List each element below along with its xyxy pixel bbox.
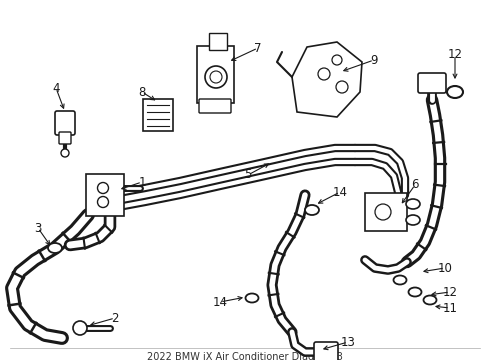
FancyBboxPatch shape: [209, 33, 227, 50]
Ellipse shape: [423, 296, 437, 305]
Circle shape: [73, 321, 87, 335]
Text: 2022 BMW iX Air Conditioner Diagram 3: 2022 BMW iX Air Conditioner Diagram 3: [147, 352, 343, 360]
Text: 10: 10: [438, 261, 452, 274]
Text: 13: 13: [341, 336, 355, 348]
Circle shape: [61, 149, 69, 157]
Text: 8: 8: [138, 85, 146, 99]
FancyBboxPatch shape: [199, 99, 231, 113]
Ellipse shape: [305, 205, 319, 215]
Ellipse shape: [406, 199, 420, 209]
Text: 1: 1: [138, 175, 146, 189]
Text: 7: 7: [254, 41, 262, 54]
Ellipse shape: [406, 215, 420, 225]
Ellipse shape: [447, 86, 463, 98]
FancyBboxPatch shape: [55, 111, 75, 135]
FancyBboxPatch shape: [197, 46, 234, 103]
FancyBboxPatch shape: [418, 73, 446, 93]
Ellipse shape: [48, 243, 62, 253]
Text: 14: 14: [213, 296, 227, 309]
Text: 4: 4: [52, 81, 60, 94]
Text: 11: 11: [442, 302, 458, 315]
Text: 12: 12: [447, 49, 463, 62]
FancyBboxPatch shape: [143, 99, 173, 131]
Text: 9: 9: [370, 54, 378, 67]
Ellipse shape: [245, 293, 259, 302]
Text: 6: 6: [411, 179, 419, 192]
Circle shape: [205, 66, 227, 88]
Text: 12: 12: [442, 285, 458, 298]
Ellipse shape: [393, 275, 407, 284]
Text: 3: 3: [34, 221, 42, 234]
FancyBboxPatch shape: [314, 342, 338, 360]
FancyBboxPatch shape: [86, 174, 124, 216]
FancyBboxPatch shape: [365, 193, 407, 231]
FancyBboxPatch shape: [59, 132, 71, 144]
Text: 14: 14: [333, 185, 347, 198]
Circle shape: [210, 71, 222, 83]
Text: 5: 5: [245, 168, 252, 181]
Ellipse shape: [409, 288, 421, 297]
Text: 2: 2: [111, 311, 119, 324]
